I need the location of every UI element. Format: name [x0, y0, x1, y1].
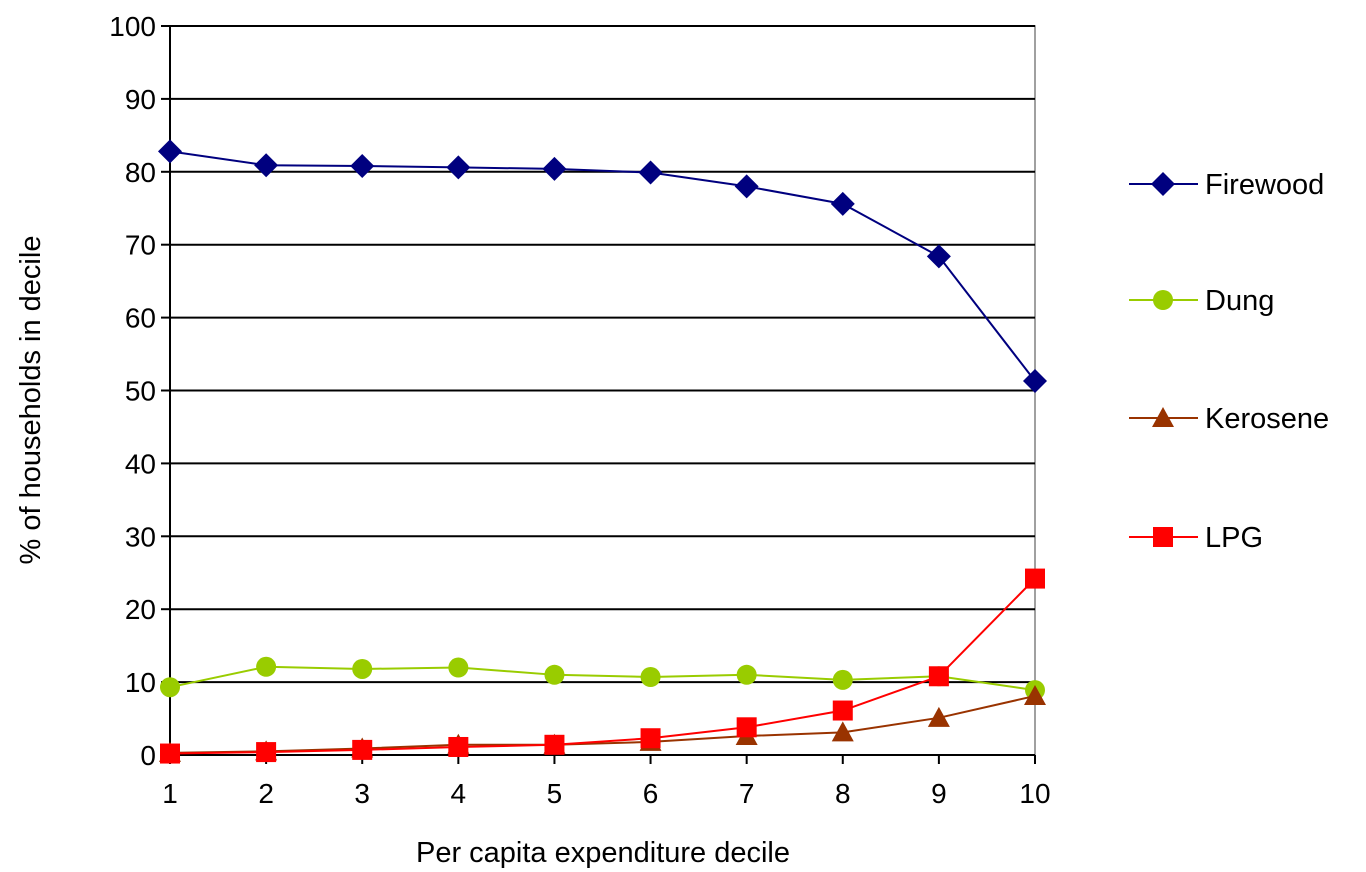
dung-line — [170, 667, 1035, 690]
series-lpg — [160, 569, 1045, 764]
lpg-point — [833, 701, 853, 721]
x-tick-label: 7 — [739, 778, 755, 809]
firewood-point — [831, 192, 855, 216]
y-tick-label: 20 — [125, 594, 156, 625]
lpg-point — [929, 666, 949, 686]
dung-point — [544, 665, 564, 685]
y-tick-label: 0 — [140, 740, 156, 771]
firewood-point — [735, 174, 759, 198]
firewood-point — [446, 155, 470, 179]
y-tick-label: 50 — [125, 376, 156, 407]
firewood-point — [542, 157, 566, 181]
legend-circle-icon — [1153, 290, 1173, 310]
legend-label: Dung — [1205, 285, 1274, 317]
x-tick-label: 10 — [1019, 778, 1050, 809]
lpg-point — [737, 717, 757, 737]
firewood-point — [927, 244, 951, 268]
x-tick-label: 4 — [451, 778, 467, 809]
dung-point — [737, 665, 757, 685]
x-axis-title: Per capita expenditure decile — [416, 837, 790, 869]
legend-label: Kerosene — [1205, 403, 1329, 435]
gridlines — [170, 26, 1035, 755]
y-tick-label: 60 — [125, 303, 156, 334]
y-tick-label: 10 — [125, 667, 156, 698]
lpg-point — [1025, 569, 1045, 589]
legend: Firewood Dung Kerosene LPG — [1129, 169, 1329, 554]
firewood-line — [170, 151, 1035, 381]
dung-point — [448, 658, 468, 678]
series-kerosene — [159, 685, 1046, 762]
firewood-point — [350, 154, 374, 178]
y-tick-label: 70 — [125, 230, 156, 261]
dung-point — [256, 657, 276, 677]
lpg-point — [544, 735, 564, 755]
firewood-point — [639, 161, 663, 185]
lpg-point — [256, 742, 276, 762]
dung-point — [160, 677, 180, 697]
x-tick-label: 9 — [931, 778, 947, 809]
y-tick-label: 30 — [125, 521, 156, 552]
y-tick-label: 80 — [125, 157, 156, 188]
firewood-point — [1023, 369, 1047, 393]
x-tick-label: 1 — [162, 778, 178, 809]
y-tick-label: 100 — [109, 11, 156, 42]
y-axis-title: % of households in decile — [15, 236, 47, 565]
dung-point — [352, 659, 372, 679]
series-firewood — [158, 139, 1047, 393]
lpg-point — [448, 737, 468, 757]
lpg-line — [170, 579, 1035, 754]
legend-item-firewood: Firewood — [1129, 169, 1324, 201]
firewood-point — [158, 139, 182, 163]
firewood-point — [254, 153, 278, 177]
legend-label: LPG — [1205, 522, 1263, 554]
y-tick-label: 90 — [125, 84, 156, 115]
legend-item-dung: Dung — [1129, 285, 1274, 317]
x-tick-label: 5 — [547, 778, 563, 809]
series-lines — [158, 139, 1047, 763]
legend-item-kerosene: Kerosene — [1129, 403, 1329, 435]
lpg-point — [160, 744, 180, 764]
lpg-point — [641, 728, 661, 748]
legend-item-lpg: LPG — [1129, 522, 1263, 554]
x-tick-label: 3 — [354, 778, 370, 809]
kerosene-line — [170, 696, 1035, 753]
legend-label: Firewood — [1205, 169, 1324, 201]
x-tick-label: 6 — [643, 778, 659, 809]
legend-square-icon — [1153, 527, 1173, 547]
lpg-point — [352, 740, 372, 760]
series-dung — [160, 657, 1045, 700]
dung-point — [833, 670, 853, 690]
y-tick-label: 40 — [125, 448, 156, 479]
x-tick-label: 8 — [835, 778, 851, 809]
axes: 0 10 20 30 40 50 60 70 80 90 100 1 2 3 4 5 6 7 8 9 10 — [109, 11, 1050, 809]
legend-diamond-icon — [1151, 172, 1175, 196]
x-tick-label: 2 — [258, 778, 274, 809]
dung-point — [641, 667, 661, 687]
